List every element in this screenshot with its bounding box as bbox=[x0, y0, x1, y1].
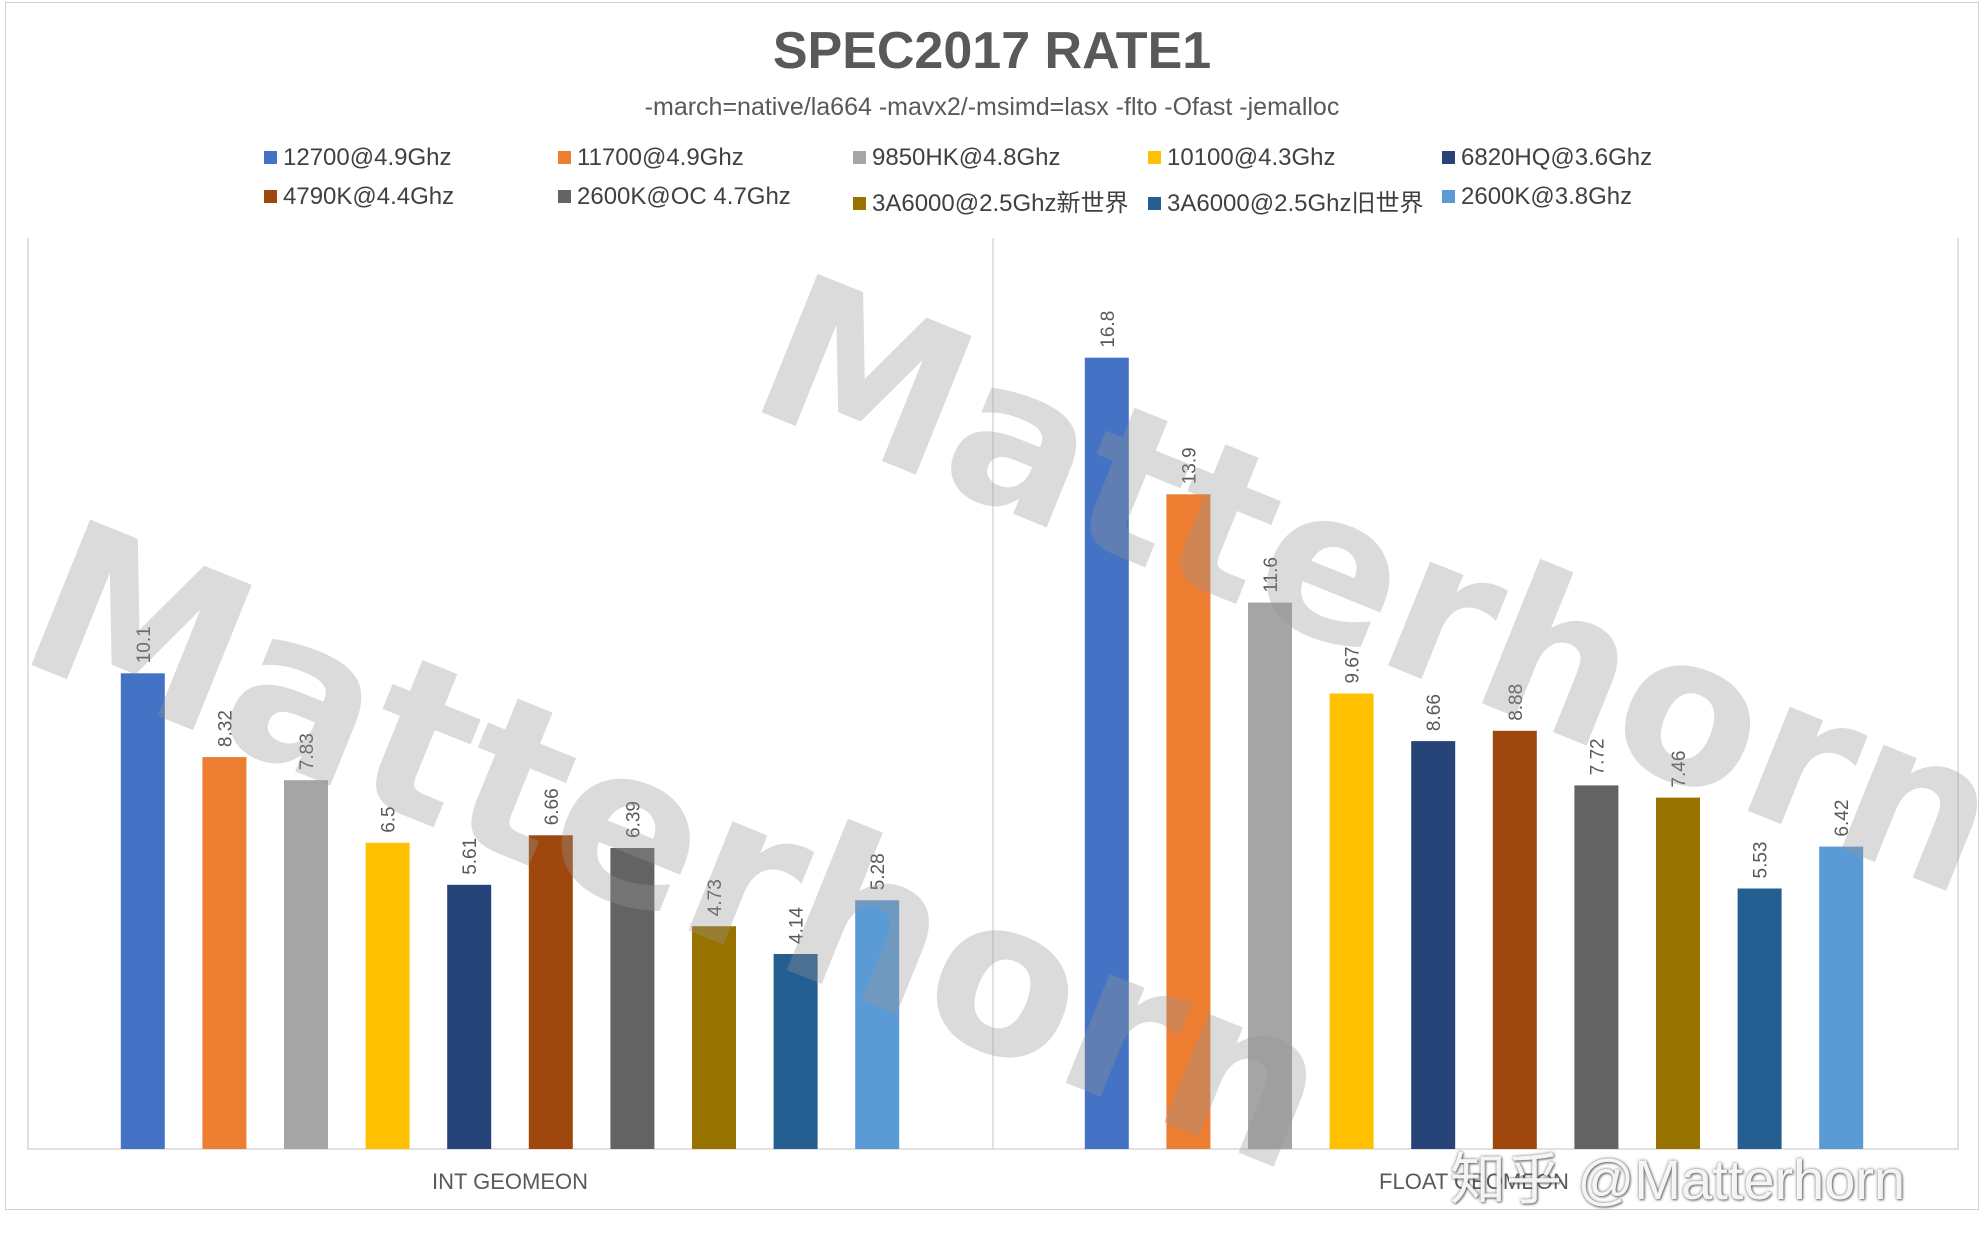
data-label: 7.46 bbox=[1669, 751, 1690, 788]
legend-swatch bbox=[264, 190, 277, 203]
bar bbox=[773, 954, 818, 1149]
legend-swatch bbox=[853, 151, 866, 164]
bar bbox=[1329, 693, 1374, 1149]
legend-label: 6820HQ@3.6Ghz bbox=[1461, 144, 1653, 171]
bar bbox=[1819, 846, 1864, 1149]
legend-item: 2600K@OC 4.7Ghz bbox=[558, 183, 791, 211]
bar bbox=[1737, 888, 1782, 1149]
legend-item: 3A6000@2.5Ghz新世界 bbox=[853, 183, 1129, 218]
bar bbox=[120, 673, 165, 1149]
legend-label: 3A6000@2.5Ghz新世界 bbox=[872, 190, 1129, 217]
legend-item: 2600K@3.8Ghz bbox=[1442, 183, 1632, 211]
data-label: 11.6 bbox=[1261, 557, 1282, 593]
data-label: 5.53 bbox=[1751, 842, 1772, 879]
bar bbox=[1411, 741, 1456, 1149]
legend-item: 6820HQ@3.6Ghz bbox=[1442, 144, 1652, 172]
legend-label: 10100@4.3Ghz bbox=[1167, 144, 1336, 171]
category-label: FLOAT GEOMEON bbox=[1379, 1169, 1569, 1194]
data-label: 5.28 bbox=[868, 853, 889, 890]
data-label: 6.5 bbox=[379, 806, 400, 832]
bar bbox=[1492, 730, 1537, 1149]
bar bbox=[855, 900, 900, 1149]
legend-item: 11700@4.9Ghz bbox=[558, 144, 744, 172]
legend-item: 9850HK@4.8Ghz bbox=[853, 144, 1060, 172]
data-label: 8.66 bbox=[1424, 694, 1445, 731]
legend-label: 2600K@3.8Ghz bbox=[1461, 183, 1633, 210]
data-label: 8.32 bbox=[215, 710, 236, 747]
bar bbox=[528, 835, 573, 1149]
bar bbox=[610, 848, 655, 1149]
legend-swatch bbox=[1442, 190, 1455, 203]
chart-subtitle: -march=native/la664 -mavx2/-msimd=lasx -… bbox=[644, 93, 1340, 121]
data-label: 6.42 bbox=[1832, 800, 1853, 837]
data-label: 7.72 bbox=[1587, 738, 1608, 775]
legend-item: 3A6000@2.5Ghz旧世界 bbox=[1148, 183, 1424, 218]
bar bbox=[202, 757, 247, 1149]
data-label: 5.61 bbox=[460, 838, 481, 875]
bar bbox=[1084, 357, 1129, 1149]
data-label: 6.39 bbox=[623, 801, 644, 838]
data-label: 9.67 bbox=[1343, 647, 1364, 684]
data-label: 8.88 bbox=[1506, 684, 1527, 721]
bar bbox=[365, 842, 410, 1149]
bar bbox=[1574, 785, 1619, 1149]
data-label: 13.9 bbox=[1179, 447, 1200, 484]
legend-swatch bbox=[1148, 151, 1161, 164]
credit-watermark: 知乎 @Matterhorn bbox=[1450, 1148, 1906, 1211]
data-label: 4.73 bbox=[705, 879, 726, 916]
legend-swatch bbox=[853, 197, 866, 210]
data-label: 10.1 bbox=[134, 626, 155, 663]
legend-label: 11700@4.9Ghz bbox=[577, 144, 744, 171]
legend-label: 2600K@OC 4.7Ghz bbox=[577, 183, 791, 210]
bar bbox=[1248, 602, 1292, 1149]
legend-item: 4790K@4.4Ghz bbox=[264, 183, 454, 211]
legend-swatch bbox=[264, 151, 277, 164]
bar bbox=[284, 780, 328, 1149]
category-label: INT GEOMEON bbox=[432, 1169, 588, 1194]
legend-swatch bbox=[558, 190, 571, 203]
legend-swatch bbox=[1442, 151, 1455, 164]
legend-item: 10100@4.3Ghz bbox=[1148, 144, 1335, 172]
legend-label: 9850HK@4.8Ghz bbox=[872, 144, 1061, 171]
data-label: 16.8 bbox=[1098, 311, 1119, 348]
bar bbox=[692, 926, 736, 1149]
legend-item: 12700@4.9Ghz bbox=[264, 144, 451, 172]
data-label: 4.14 bbox=[787, 907, 808, 944]
data-label: 6.66 bbox=[542, 788, 563, 825]
legend-label: 3A6000@2.5Ghz旧世界 bbox=[1167, 190, 1424, 217]
bar bbox=[1656, 797, 1700, 1149]
legend-label: 12700@4.9Ghz bbox=[283, 144, 452, 171]
bar bbox=[447, 884, 492, 1149]
legend-label: 4790K@4.4Ghz bbox=[283, 183, 455, 210]
chart-title: SPEC2017 RATE1 bbox=[772, 22, 1212, 80]
data-label: 7.83 bbox=[297, 733, 318, 770]
bar bbox=[1166, 494, 1211, 1149]
legend-swatch bbox=[558, 151, 571, 164]
chart-frame: SPEC2017 RATE1 -march=native/la664 -mavx… bbox=[5, 2, 1979, 1210]
legend-swatch bbox=[1148, 197, 1161, 210]
